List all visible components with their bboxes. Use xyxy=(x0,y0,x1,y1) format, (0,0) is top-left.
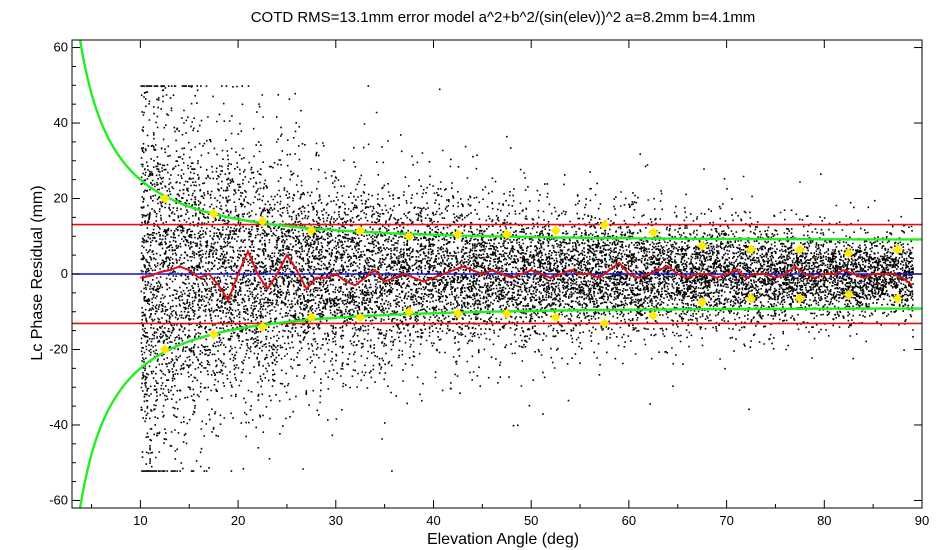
x-tick-label: 80 xyxy=(817,513,831,528)
rms-marker xyxy=(648,227,659,238)
rms-marker xyxy=(306,312,317,323)
rms-marker xyxy=(746,244,757,255)
rms-marker xyxy=(208,329,219,340)
chart-title: COTD RMS=13.1mm error model a^2+b^2/(sin… xyxy=(251,9,756,26)
rms-marker xyxy=(257,321,268,332)
rms-marker xyxy=(452,229,463,240)
y-tick-label: 60 xyxy=(54,40,68,55)
rms-marker xyxy=(159,344,170,355)
x-tick-label: 30 xyxy=(329,513,343,528)
model-curve-lower xyxy=(78,307,922,508)
rms-marker xyxy=(599,219,610,230)
y-tick-label: -60 xyxy=(49,492,68,507)
x-tick-label: 90 xyxy=(915,513,929,528)
x-tick-label: 70 xyxy=(719,513,733,528)
rms-marker xyxy=(550,312,561,323)
rms-marker xyxy=(746,293,757,304)
y-tick-label: -40 xyxy=(49,417,68,432)
rms-marker xyxy=(355,312,366,323)
x-tick-label: 50 xyxy=(524,513,538,528)
rms-marker xyxy=(892,244,903,255)
rms-marker xyxy=(306,225,317,236)
rms-marker xyxy=(208,208,219,219)
rms-marker xyxy=(404,231,415,242)
y-tick-label: -20 xyxy=(49,341,68,356)
rms-marker xyxy=(550,225,561,236)
rms-marker xyxy=(452,308,463,319)
x-tick-label: 60 xyxy=(622,513,636,528)
y-tick-label: 0 xyxy=(61,266,68,281)
x-tick-label: 10 xyxy=(133,513,147,528)
x-axis-title: Elevation Angle (deg) xyxy=(427,531,579,548)
rms-marker xyxy=(697,297,708,308)
rms-marker xyxy=(843,289,854,300)
axes: 10 20 30 40 50 60 70 80 90 -60 -40 -20 0 20 40 60 xyxy=(49,40,929,528)
rms-marker xyxy=(501,308,512,319)
rms-marker xyxy=(159,193,170,204)
rms-marker xyxy=(599,318,610,329)
y-tick-label: 20 xyxy=(54,191,68,206)
scatter-points xyxy=(140,85,914,472)
rms-marker xyxy=(892,293,903,304)
x-tick-label: 40 xyxy=(426,513,440,528)
mean-residual-line xyxy=(140,248,913,303)
rms-marker xyxy=(794,293,805,304)
rms-marker xyxy=(843,248,854,259)
rms-marker xyxy=(404,306,415,317)
plot-area xyxy=(72,40,922,508)
rms-marker xyxy=(697,240,708,251)
y-axis-title: Lc Phase Residual (mm) xyxy=(29,185,46,360)
rms-marker xyxy=(648,310,659,321)
rms-marker xyxy=(794,244,805,255)
x-tick-label: 20 xyxy=(231,513,245,528)
rms-marker xyxy=(501,229,512,240)
y-tick-label: 40 xyxy=(54,115,68,130)
rms-marker xyxy=(355,225,366,236)
model-curve-upper xyxy=(78,40,922,241)
rms-marker xyxy=(257,216,268,227)
